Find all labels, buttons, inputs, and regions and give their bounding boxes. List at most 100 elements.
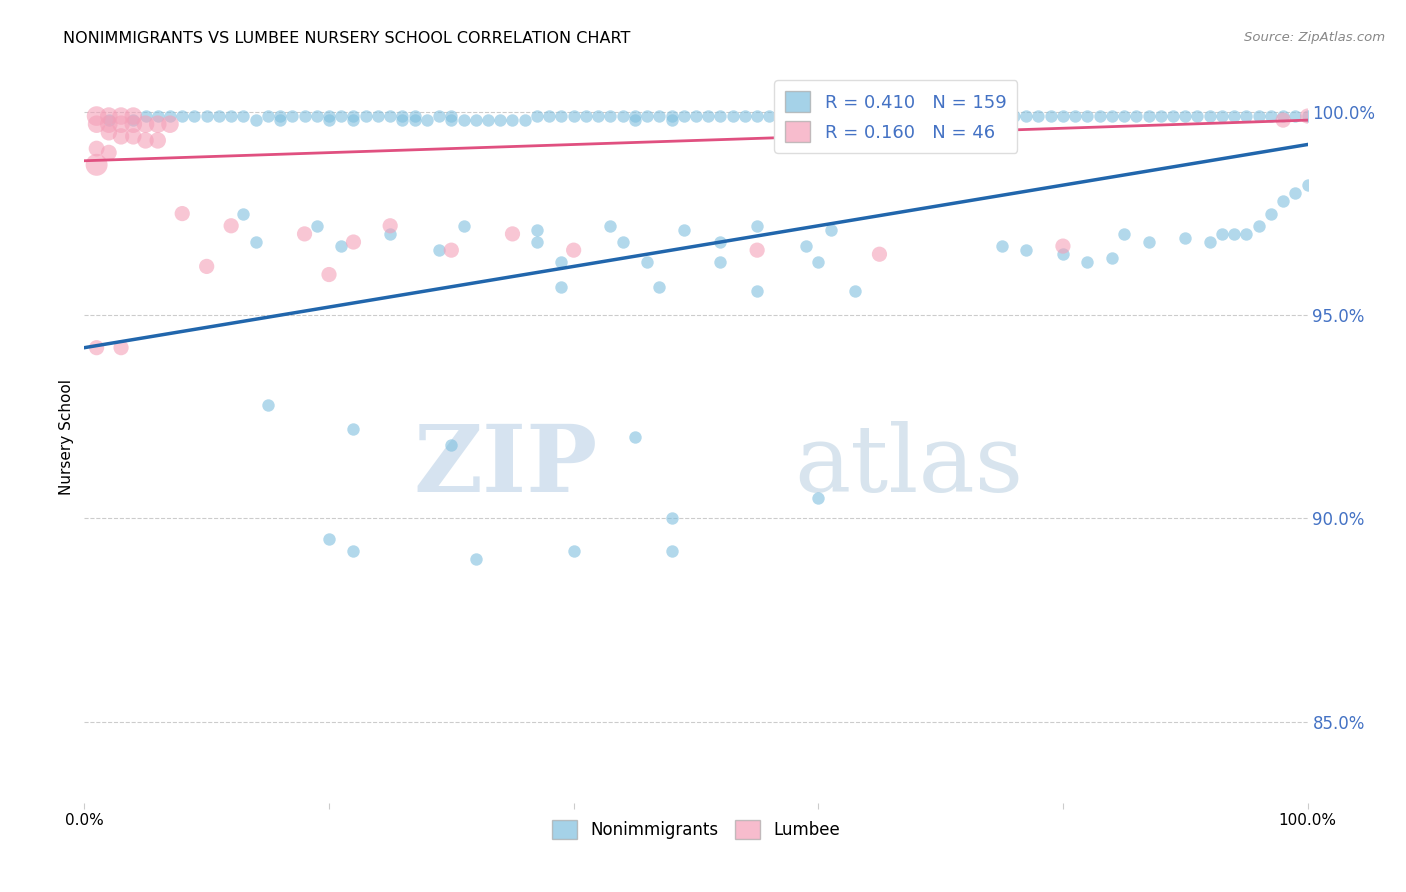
Point: [1211, 109, 1233, 123]
Point: [416, 113, 439, 128]
Point: [661, 544, 683, 558]
Point: [330, 109, 353, 123]
Point: [1247, 219, 1270, 233]
Point: [97, 145, 120, 160]
Point: [1101, 109, 1123, 123]
Point: [734, 109, 756, 123]
Point: [1015, 243, 1038, 257]
Point: [685, 109, 707, 123]
Point: [1187, 109, 1209, 123]
Point: [1161, 109, 1184, 123]
Point: [1052, 239, 1074, 253]
Point: [453, 113, 475, 128]
Point: [599, 219, 621, 233]
Point: [929, 109, 952, 123]
Point: [747, 109, 769, 123]
Y-axis label: Nursery School: Nursery School: [59, 379, 75, 495]
Point: [404, 113, 426, 128]
Text: Source: ZipAtlas.com: Source: ZipAtlas.com: [1244, 31, 1385, 45]
Point: [672, 109, 695, 123]
Point: [342, 422, 364, 436]
Point: [550, 109, 572, 123]
Point: [367, 109, 389, 123]
Point: [942, 109, 965, 123]
Legend: Nonimmigrants, Lumbee: Nonimmigrants, Lumbee: [546, 814, 846, 846]
Point: [232, 109, 254, 123]
Point: [636, 255, 658, 269]
Point: [269, 113, 291, 128]
Point: [831, 109, 853, 123]
Point: [1125, 109, 1147, 123]
Point: [709, 109, 731, 123]
Point: [146, 133, 169, 147]
Point: [477, 113, 499, 128]
Point: [1247, 109, 1270, 123]
Point: [245, 113, 267, 128]
Text: ZIP: ZIP: [413, 421, 598, 511]
Point: [380, 227, 402, 241]
Point: [172, 109, 194, 123]
Point: [709, 255, 731, 269]
Point: [86, 158, 108, 172]
Point: [440, 109, 463, 123]
Point: [538, 109, 561, 123]
Point: [794, 239, 817, 253]
Point: [1150, 109, 1173, 123]
Point: [110, 129, 132, 144]
Point: [1272, 194, 1295, 209]
Point: [672, 223, 695, 237]
Point: [1015, 109, 1038, 123]
Point: [1223, 109, 1246, 123]
Point: [661, 511, 683, 525]
Point: [550, 255, 572, 269]
Point: [562, 544, 585, 558]
Point: [1114, 227, 1136, 241]
Point: [245, 235, 267, 249]
Point: [869, 247, 891, 261]
Point: [562, 243, 585, 257]
Point: [844, 284, 866, 298]
Point: [440, 438, 463, 452]
Point: [807, 109, 830, 123]
Point: [624, 430, 647, 444]
Point: [135, 109, 157, 123]
Point: [110, 341, 132, 355]
Point: [195, 260, 218, 274]
Point: [721, 109, 744, 123]
Point: [1002, 109, 1025, 123]
Point: [562, 109, 585, 123]
Point: [172, 206, 194, 220]
Point: [219, 109, 242, 123]
Point: [747, 243, 769, 257]
Point: [159, 109, 181, 123]
Point: [1211, 227, 1233, 241]
Point: [917, 109, 939, 123]
Point: [1052, 109, 1074, 123]
Point: [526, 235, 548, 249]
Point: [1064, 109, 1087, 123]
Point: [856, 109, 879, 123]
Point: [135, 117, 157, 131]
Point: [257, 398, 280, 412]
Point: [391, 113, 413, 128]
Point: [612, 109, 634, 123]
Point: [807, 491, 830, 505]
Point: [526, 109, 548, 123]
Text: atlas: atlas: [794, 421, 1024, 511]
Point: [440, 243, 463, 257]
Point: [269, 109, 291, 123]
Point: [1174, 109, 1197, 123]
Point: [1296, 109, 1319, 123]
Point: [380, 219, 402, 233]
Point: [183, 109, 205, 123]
Point: [1114, 109, 1136, 123]
Point: [636, 109, 658, 123]
Point: [294, 227, 316, 241]
Point: [1076, 109, 1098, 123]
Point: [159, 117, 181, 131]
Point: [195, 109, 218, 123]
Point: [1296, 178, 1319, 193]
Point: [648, 109, 671, 123]
Point: [1198, 109, 1220, 123]
Point: [1236, 109, 1258, 123]
